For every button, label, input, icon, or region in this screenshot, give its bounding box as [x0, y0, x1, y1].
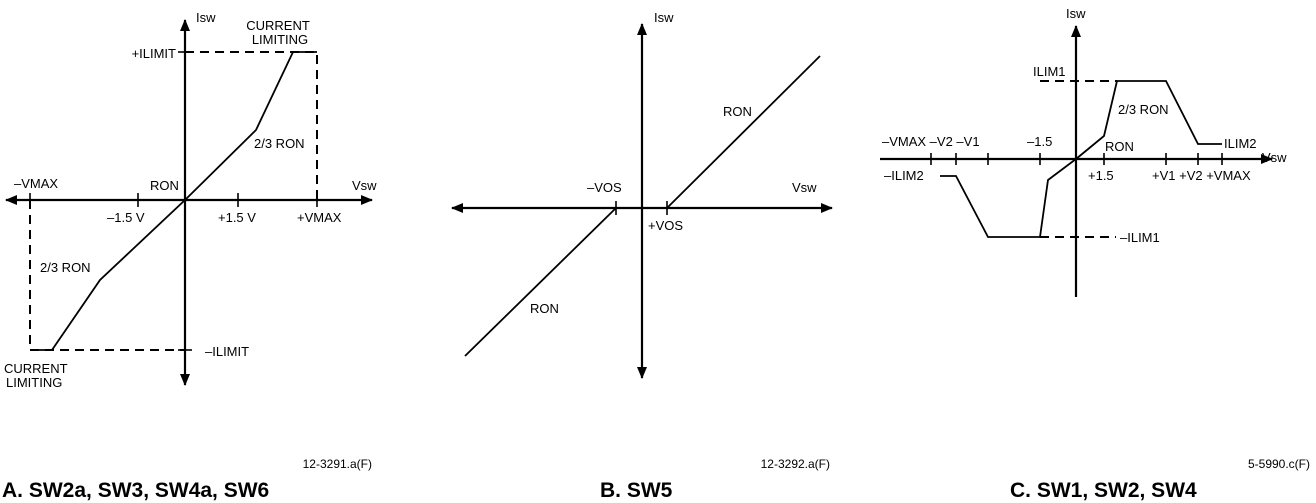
panel-a-current-limiting-bottom-1: CURRENT — [4, 361, 68, 376]
panel-b-line-lower — [464, 207, 617, 357]
panel-a-vsw-label: Vsw — [352, 178, 377, 193]
panel-a-current-limiting-top-2: LIMITING — [252, 32, 308, 47]
panel-a-plus-ilimit: +ILIMIT — [132, 46, 176, 61]
panel-c-caption: C. SW1, SW2, SW4 — [1010, 479, 1197, 502]
panel-a-current-limiting-top-1: CURRENT — [246, 18, 310, 33]
panel-b-caption: B. SW5 — [600, 479, 673, 502]
panel-c-isw-label: Isw — [1066, 6, 1086, 21]
panel-a-caption: A. SW2a, SW3, SW4a, SW6 — [2, 479, 269, 502]
panel-a-two-thirds-ron-lower: 2/3 RON — [40, 260, 91, 275]
panel-c: Isw ILIM1 2/3 RON –VMAX –V2 –V1 –1.5 RON… — [880, 6, 1310, 502]
panel-a-minus-vmax: –VMAX — [14, 176, 58, 191]
panel-b-line-upper — [666, 55, 821, 209]
panel-b-plus-vos: +VOS — [648, 218, 683, 233]
panel-c-neg-ticks: –VMAX –V2 –V1 — [882, 134, 980, 149]
panel-c-minus-ilim2: –ILIM2 — [884, 168, 924, 183]
panel-b-figure-id: 12-3292.a(F) — [761, 457, 830, 471]
panel-b-minus-vos: –VOS — [587, 180, 622, 195]
panel-a: Isw Vsw CURRENT LIMITING +ILIMIT 2/3 RON… — [2, 10, 377, 502]
panel-c-vsw-label: Vsw — [1262, 150, 1287, 165]
panel-a-plus-vmax: +VMAX — [297, 210, 342, 225]
panel-c-ilim1: ILIM1 — [1033, 64, 1066, 79]
panel-a-plus-1-5v: +1.5 V — [218, 210, 256, 225]
panel-a-limit-box-bottom — [29, 200, 185, 351]
panel-b-ron-upper: RON — [723, 104, 752, 119]
panel-b-vsw-label: Vsw — [792, 180, 817, 195]
panel-a-minus-1-5v: –1.5 V — [107, 210, 145, 225]
panel-c-figure-id: 5-5990.c(F) — [1248, 457, 1310, 471]
panel-c-pos-ticks: +V1 +V2 +VMAX — [1152, 168, 1251, 183]
panel-c-curve-negative — [940, 158, 1077, 238]
panel-a-limit-box-top — [185, 51, 318, 200]
panel-a-ron: RON — [150, 178, 179, 193]
panel-b-ron-lower: RON — [530, 301, 559, 316]
panel-b: Isw Vsw RON –VOS +VOS RON 12-3292.a(F) B… — [451, 10, 833, 502]
panel-a-isw-label: Isw — [196, 10, 216, 25]
panel-a-minus-ilimit: –ILIMIT — [205, 344, 249, 359]
panel-c-ron: RON — [1105, 139, 1134, 154]
panel-c-ilim2: ILIM2 — [1224, 136, 1257, 151]
panel-c-plus-1-5: +1.5 — [1088, 168, 1114, 183]
panel-a-figure-id: 12-3291.a(F) — [303, 457, 372, 471]
panel-c-curve-positive — [1075, 80, 1222, 160]
panel-a-two-thirds-ron-upper: 2/3 RON — [254, 136, 305, 151]
panel-c-minus-ilim1: –ILIM1 — [1120, 230, 1160, 245]
panel-a-current-limiting-bottom-2: LIMITING — [6, 375, 62, 390]
panel-c-two-thirds-ron: 2/3 RON — [1118, 102, 1169, 117]
panel-b-isw-label: Isw — [654, 10, 674, 25]
panel-c-minus-1-5: –1.5 — [1027, 134, 1052, 149]
